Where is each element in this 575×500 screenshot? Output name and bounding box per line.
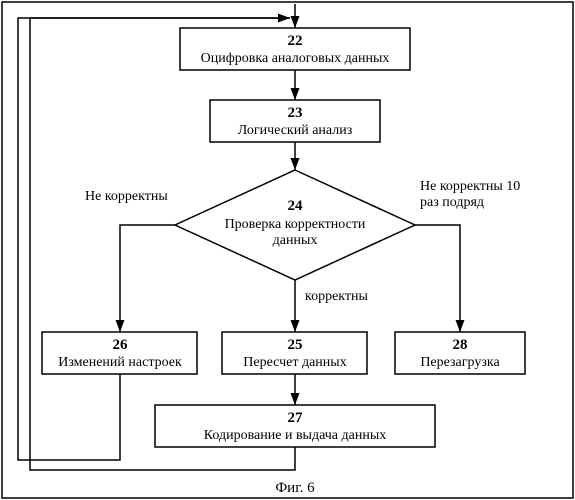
node-27-label: Кодирование и выдача данных [204,428,386,443]
edge-label-left: Не корректны [85,189,168,204]
node-27-id: 27 [288,410,304,426]
node-26: 26 Изменений настроек [42,332,197,374]
figure-caption: Фиг. 6 [275,480,315,496]
node-22-label: Оцифровка аналоговых данных [201,51,390,66]
flowchart: 22 Оцифровка аналоговых данных 23 Логиче… [0,0,575,500]
node-22-id: 22 [288,33,303,49]
node-27: 27 Кодирование и выдача данных [155,405,435,447]
edge-label-down: корректны [305,289,369,304]
edge-label-right1: Не корректны 10 [420,179,520,194]
node-25: 25 Пересчет данных [222,332,367,374]
node-26-id: 26 [113,337,129,353]
node-26-label: Изменений настроек [58,355,182,370]
node-28-label: Перезагрузка [420,355,500,370]
node-28-id: 28 [453,337,468,353]
node-25-label: Пересчет данных [243,355,346,370]
node-24-id: 24 [288,198,304,214]
node-28: 28 Перезагрузка [395,332,525,374]
edge-label-right2: раз подряд [420,195,484,210]
node-23-id: 23 [288,105,303,121]
node-22: 22 Оцифровка аналоговых данных [180,28,410,70]
node-23: 23 Логический анализ [210,100,380,142]
node-24-label1: Проверка корректности [225,217,366,232]
node-25-id: 25 [288,337,303,353]
node-24-label2: данных [273,233,318,248]
node-23-label: Логический анализ [238,123,353,138]
